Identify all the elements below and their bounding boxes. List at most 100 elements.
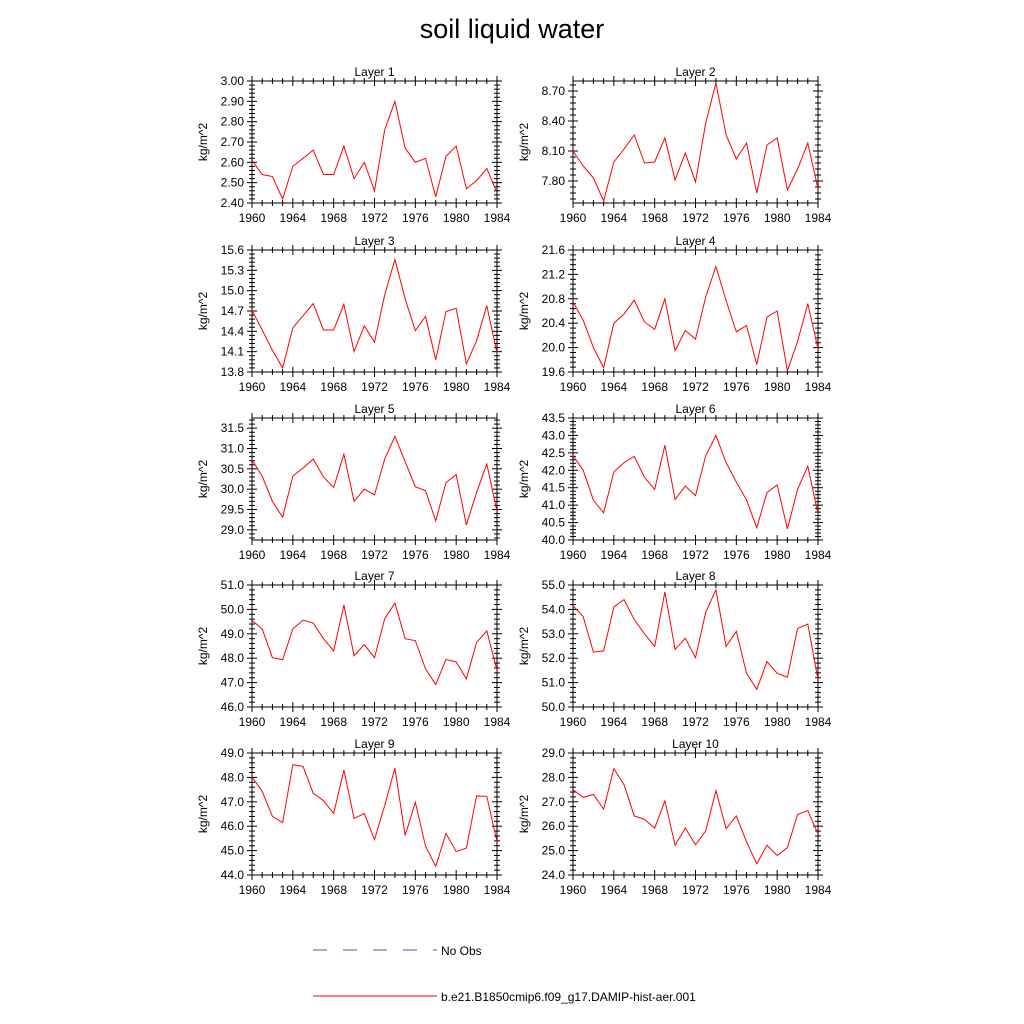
panel-layer-10: Layer 10 kg/m^2 1960 1964 1968 1972 1976 1980 19…: [517, 737, 832, 897]
x-tick-label: 1972: [361, 883, 388, 897]
panel-title: Layer 5: [354, 402, 394, 416]
x-tick-label: 1960: [239, 883, 266, 897]
panel-layer-6: Layer 6 kg/m^2 1960 1964 1968 1972 1976 1980 198…: [517, 402, 832, 562]
y-tick-label: 8.70: [542, 84, 566, 98]
x-tick-label: 1960: [239, 715, 266, 729]
y-tick-label: 41.5: [542, 481, 566, 495]
panel-grid: Layer 1 kg/m^2 1960 1964 1968 1972 1976 1980 198…: [196, 65, 832, 897]
x-tick-label: 1980: [443, 548, 470, 562]
panel-layer-5: Layer 5 kg/m^2 1960 1964 1968 1972 1976 1980 198…: [196, 402, 511, 562]
y-axis-label: kg/m^2: [196, 627, 210, 666]
x-tick-label: 1972: [361, 211, 388, 225]
y-tick-label: 15.3: [221, 263, 245, 277]
series-line-model: [573, 82, 818, 203]
x-tick-label: 1984: [805, 548, 832, 562]
x-tick-label: 1976: [723, 548, 750, 562]
plot-frame: [251, 752, 498, 876]
y-tick-label: 28.0: [542, 770, 566, 784]
x-tick-label: 1972: [682, 548, 709, 562]
y-tick-label: 29.0: [221, 523, 245, 537]
x-tick-label: 1960: [560, 548, 587, 562]
x-tick-label: 1984: [484, 715, 511, 729]
y-tick-label: 14.7: [221, 304, 245, 318]
panel-title: Layer 7: [354, 569, 394, 583]
y-tick-label: 30.0: [221, 482, 245, 496]
plot-frame: [572, 752, 819, 876]
plot-frame: [251, 417, 498, 541]
x-tick-label: 1968: [641, 548, 668, 562]
y-tick-label: 2.80: [221, 115, 245, 129]
y-tick-label: 13.8: [221, 365, 245, 379]
x-tick-label: 1968: [320, 548, 347, 562]
y-tick-label: 20.0: [542, 341, 566, 355]
x-tick-label: 1968: [641, 211, 668, 225]
plot-frame: [572, 417, 819, 541]
x-tick-label: 1968: [320, 380, 347, 394]
y-tick-label: 47.0: [221, 676, 245, 690]
x-tick-label: 1972: [361, 380, 388, 394]
y-tick-label: 50.0: [221, 602, 245, 616]
panel-layer-4: Layer 4 kg/m^2 1960 1964 1968 1972 1976 1980 198…: [517, 234, 832, 394]
panel-layer-1: Layer 1 kg/m^2 1960 1964 1968 1972 1976 1980 198…: [196, 65, 511, 225]
x-tick-label: 1976: [723, 380, 750, 394]
y-tick-label: 52.0: [542, 651, 566, 665]
y-tick-label: 47.0: [221, 795, 245, 809]
x-tick-label: 1980: [443, 380, 470, 394]
y-tick-label: 15.6: [221, 243, 245, 257]
x-tick-label: 1968: [641, 715, 668, 729]
x-tick-label: 1964: [600, 883, 627, 897]
y-tick-label: 51.0: [221, 578, 245, 592]
x-tick-label: 1976: [402, 380, 429, 394]
x-tick-label: 1960: [560, 380, 587, 394]
y-tick-label: 20.4: [542, 316, 566, 330]
x-tick-label: 1960: [239, 211, 266, 225]
x-tick-label: 1964: [279, 380, 306, 394]
y-axis-label: kg/m^2: [196, 795, 210, 834]
y-tick-label: 2.50: [221, 176, 245, 190]
y-tick-label: 42.5: [542, 446, 566, 460]
x-tick-label: 1984: [484, 211, 511, 225]
y-tick-label: 2.60: [221, 155, 245, 169]
y-tick-label: 25.0: [542, 844, 566, 858]
x-tick-label: 1960: [560, 883, 587, 897]
plot-frame: [572, 249, 819, 373]
x-tick-label: 1984: [805, 211, 832, 225]
y-tick-label: 49.0: [221, 746, 245, 760]
panel-title: Layer 6: [675, 402, 715, 416]
x-tick-label: 1980: [764, 211, 791, 225]
x-tick-label: 1976: [723, 715, 750, 729]
x-tick-label: 1964: [600, 548, 627, 562]
x-tick-label: 1976: [723, 211, 750, 225]
y-tick-label: 48.0: [221, 651, 245, 665]
y-tick-label: 44.0: [221, 868, 245, 882]
page-title: soil liquid water: [419, 14, 605, 44]
panel-title: Layer 2: [675, 65, 715, 79]
y-axis-label: kg/m^2: [196, 123, 210, 162]
x-tick-label: 1984: [484, 548, 511, 562]
x-tick-label: 1968: [320, 715, 347, 729]
x-tick-label: 1972: [682, 380, 709, 394]
plot-frame: [251, 249, 498, 373]
x-tick-label: 1984: [805, 380, 832, 394]
y-tick-label: 45.0: [221, 844, 245, 858]
y-tick-label: 21.6: [542, 243, 566, 257]
x-tick-label: 1960: [239, 548, 266, 562]
y-tick-label: 8.10: [542, 144, 566, 158]
series-line-model: [252, 601, 497, 686]
panel-layer-3: Layer 3 kg/m^2 1960 1964 1968 1972 1976 1980 198…: [196, 234, 511, 394]
y-tick-label: 30.5: [221, 462, 245, 476]
x-tick-label: 1960: [560, 715, 587, 729]
y-tick-label: 31.0: [221, 442, 245, 456]
x-tick-label: 1968: [641, 883, 668, 897]
panel-title: Layer 1: [354, 65, 394, 79]
y-tick-label: 48.0: [221, 770, 245, 784]
y-tick-label: 43.0: [542, 428, 566, 442]
x-tick-label: 1980: [764, 715, 791, 729]
plot-frame: [251, 80, 498, 204]
legend: No Obs b.e21.B1850cmip6.f09_g17.DAMIP-hi…: [313, 944, 696, 1004]
series-line-model: [573, 434, 818, 530]
y-tick-label: 2.90: [221, 94, 245, 108]
y-tick-label: 40.0: [542, 533, 566, 547]
series-line-model: [252, 435, 497, 526]
